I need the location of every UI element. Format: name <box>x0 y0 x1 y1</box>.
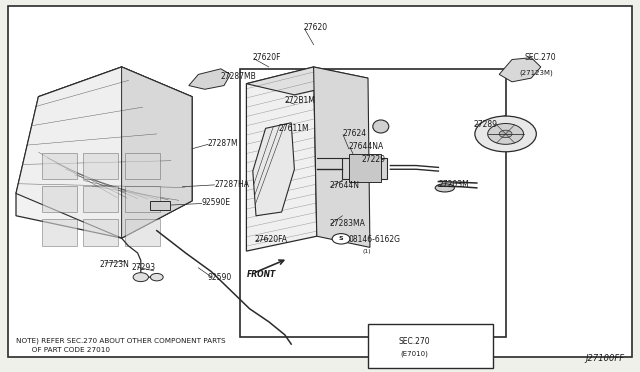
Bar <box>83 219 118 246</box>
Bar <box>150 201 170 210</box>
Circle shape <box>499 130 512 138</box>
Polygon shape <box>16 67 192 238</box>
Bar <box>42 186 77 212</box>
Bar <box>240 69 506 337</box>
Ellipse shape <box>435 184 454 192</box>
Text: 27287HA: 27287HA <box>214 180 250 189</box>
Bar <box>42 153 77 179</box>
Bar <box>349 154 381 182</box>
Text: 27624: 27624 <box>342 129 367 138</box>
Text: (E7010): (E7010) <box>400 351 428 357</box>
Text: J27100FF: J27100FF <box>585 354 624 363</box>
Circle shape <box>488 124 524 144</box>
Bar <box>42 219 77 246</box>
Bar <box>125 153 160 179</box>
Circle shape <box>332 234 350 244</box>
Text: 272B1M: 272B1M <box>285 96 316 105</box>
Bar <box>83 153 118 179</box>
Circle shape <box>150 273 163 281</box>
Text: 27203M: 27203M <box>438 180 469 189</box>
Text: 27283MA: 27283MA <box>330 219 365 228</box>
Text: FRONT: FRONT <box>246 270 276 279</box>
Bar <box>368 324 493 368</box>
Text: 27293: 27293 <box>131 263 156 272</box>
Polygon shape <box>499 58 541 82</box>
Text: 27620: 27620 <box>304 23 328 32</box>
Bar <box>83 186 118 212</box>
Text: 08146-6162G: 08146-6162G <box>349 235 401 244</box>
Text: S: S <box>339 236 344 241</box>
Text: 92590: 92590 <box>208 273 232 282</box>
Bar <box>342 158 387 179</box>
Bar <box>125 186 160 212</box>
Polygon shape <box>246 67 317 251</box>
Circle shape <box>475 116 536 152</box>
Polygon shape <box>189 69 230 89</box>
Text: (27123M): (27123M) <box>520 69 554 76</box>
Polygon shape <box>38 67 192 97</box>
Polygon shape <box>246 67 368 95</box>
Polygon shape <box>16 67 192 238</box>
Text: 27287M: 27287M <box>208 139 239 148</box>
Text: 27229: 27229 <box>362 155 385 164</box>
Text: (1): (1) <box>363 248 371 254</box>
Text: 27620F: 27620F <box>253 53 282 62</box>
Text: SEC.270: SEC.270 <box>525 53 556 62</box>
Text: SEC.270: SEC.270 <box>398 337 429 346</box>
Text: 27644NA: 27644NA <box>349 142 384 151</box>
Circle shape <box>133 273 148 282</box>
Ellipse shape <box>372 120 388 133</box>
Bar <box>125 219 160 246</box>
Text: 27287MB: 27287MB <box>221 72 257 81</box>
Text: 92590E: 92590E <box>202 198 230 207</box>
Text: 27723N: 27723N <box>99 260 129 269</box>
Text: 27289: 27289 <box>474 120 498 129</box>
Text: 27611M: 27611M <box>278 124 309 133</box>
Text: OF PART CODE 27010: OF PART CODE 27010 <box>16 347 110 353</box>
Polygon shape <box>253 123 294 216</box>
Polygon shape <box>122 67 192 238</box>
Text: 27620FA: 27620FA <box>255 235 288 244</box>
Text: NOTE) REFER SEC.270 ABOUT OTHER COMPONENT PARTS: NOTE) REFER SEC.270 ABOUT OTHER COMPONEN… <box>16 337 226 344</box>
Polygon shape <box>314 67 370 247</box>
Text: 27644N: 27644N <box>330 182 360 190</box>
